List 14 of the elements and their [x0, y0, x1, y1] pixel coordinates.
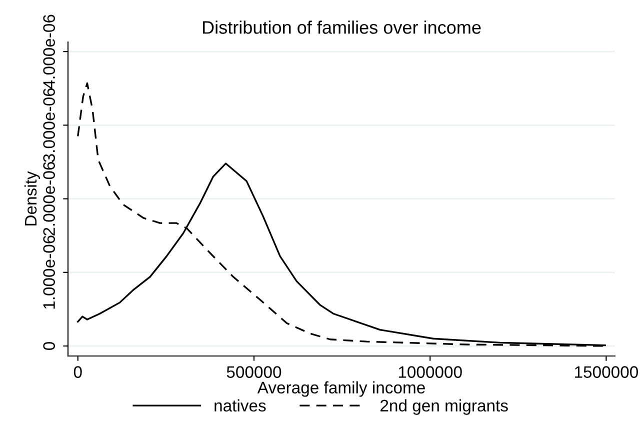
chart-title: Distribution of families over income — [203, 20, 481, 34]
y-tick-label: 3.000e-06 — [43, 88, 55, 162]
y-tick-label: 0 — [43, 342, 55, 350]
y-tick-label: 2.000e-06 — [43, 162, 55, 236]
y-axis-title: Density — [24, 171, 40, 226]
y-tick-label: 1.000e-06 — [43, 236, 55, 309]
legend-label: natives — [214, 399, 266, 412]
x-tick-label: 1000000 — [398, 366, 462, 378]
legend-label: 2nd gen migrants — [380, 399, 508, 415]
x-tick-label: 500000 — [226, 366, 282, 378]
x-tick-label: 1500000 — [575, 366, 638, 378]
x-tick-label: 0 — [74, 366, 82, 378]
x-axis-title: Average family income — [257, 381, 425, 397]
y-tick-label: 4.000e-06 — [43, 14, 55, 89]
